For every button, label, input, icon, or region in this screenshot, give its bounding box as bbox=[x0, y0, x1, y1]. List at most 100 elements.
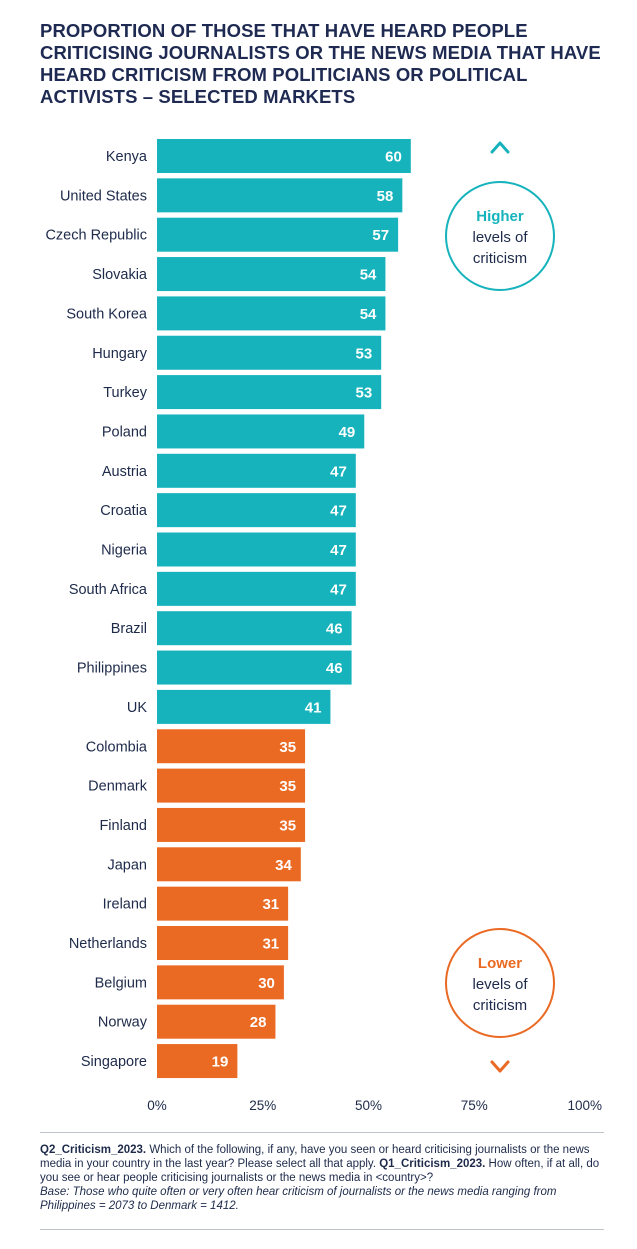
bar bbox=[157, 768, 306, 803]
bar bbox=[157, 886, 289, 921]
bars-group: Kenya 60 United States 58 Czech Republic 57 Sl… bbox=[45, 139, 411, 1079]
bar bbox=[157, 296, 386, 331]
bar-value-label: 35 bbox=[279, 817, 296, 834]
bar-value-label: 46 bbox=[326, 621, 343, 638]
bar-value-label: 54 bbox=[360, 267, 377, 284]
bar-value-label: 34 bbox=[275, 857, 292, 874]
footnote-q2-label: Q2_Criticism_2023. bbox=[40, 1144, 147, 1156]
footnote-base: Base: Those who quite often or very ofte… bbox=[40, 1186, 557, 1212]
bar-category-label: United States bbox=[60, 188, 147, 204]
higher-label: Higher bbox=[476, 208, 524, 225]
criticism-scale-annotation: Higher levels of criticism Lower levels … bbox=[445, 141, 555, 1073]
bar-category-label: Philippines bbox=[77, 661, 147, 677]
bar bbox=[157, 375, 382, 410]
bar-value-label: 35 bbox=[279, 739, 296, 756]
bar-category-label: Norway bbox=[98, 1015, 148, 1031]
bar bbox=[157, 1004, 276, 1039]
bar bbox=[157, 1044, 238, 1079]
bar-category-label: Czech Republic bbox=[45, 228, 147, 244]
x-tick-label: 0% bbox=[147, 1098, 167, 1113]
bar-category-label: Nigeria bbox=[101, 543, 148, 559]
bar bbox=[157, 532, 356, 567]
bar bbox=[157, 689, 331, 724]
bar bbox=[157, 178, 403, 213]
bar-category-label: Kenya bbox=[106, 149, 148, 165]
lower-criticism-label: criticism bbox=[473, 997, 527, 1014]
bar-value-label: 57 bbox=[372, 227, 389, 244]
bar-value-label: 30 bbox=[258, 975, 275, 992]
bar bbox=[157, 650, 352, 685]
bar bbox=[157, 926, 289, 960]
bar bbox=[157, 493, 356, 528]
footnote: Q2_Criticism_2023. Which of the followin… bbox=[40, 1143, 606, 1213]
footnote-divider-bottom bbox=[40, 1229, 604, 1230]
bar bbox=[157, 217, 399, 252]
bar bbox=[157, 611, 352, 646]
bar-category-label: Poland bbox=[102, 424, 147, 440]
x-tick-label: 50% bbox=[355, 1098, 382, 1113]
bar-category-label: Belgium bbox=[95, 975, 147, 991]
bar-category-label: Finland bbox=[99, 818, 147, 834]
arrow-up-icon bbox=[490, 141, 510, 154]
bar-chart: Kenya 60 United States 58 Czech Republic 57 Sl… bbox=[45, 139, 602, 1113]
bar-value-label: 47 bbox=[330, 581, 347, 598]
arrow-down-icon bbox=[490, 1060, 510, 1073]
x-tick-label: 25% bbox=[249, 1098, 276, 1113]
bar-value-label: 47 bbox=[330, 503, 347, 520]
footnote-q1-label: Q1_Criticism_2023. bbox=[379, 1158, 486, 1170]
lower-criticism-badge bbox=[445, 928, 555, 1038]
bar-category-label: Croatia bbox=[100, 503, 148, 519]
bar bbox=[157, 807, 306, 842]
bar-category-label: Slovakia bbox=[92, 267, 148, 283]
bar-category-label: Singapore bbox=[81, 1054, 147, 1070]
bar-category-label: Turkey bbox=[103, 385, 148, 401]
x-axis: 0% 25% 50% 75% 100% bbox=[147, 1098, 602, 1113]
bar-category-label: South Africa bbox=[69, 582, 148, 598]
bar bbox=[157, 257, 386, 292]
bar-category-label: UK bbox=[127, 700, 147, 716]
bar-value-label: 49 bbox=[339, 424, 356, 441]
bar-value-label: 47 bbox=[330, 463, 347, 480]
bar-value-label: 31 bbox=[262, 936, 279, 953]
bar-value-label: 31 bbox=[262, 896, 279, 913]
footnote-q2-text: Which of the following, if any, have you… bbox=[40, 1144, 590, 1170]
bar-value-label: 41 bbox=[305, 699, 322, 716]
bar-value-label: 54 bbox=[360, 306, 377, 323]
bar bbox=[157, 414, 365, 449]
bar-category-label: Hungary bbox=[92, 346, 148, 362]
bar-category-label: Austria bbox=[102, 464, 148, 480]
bar-category-label: Colombia bbox=[86, 739, 148, 755]
higher-criticism-label: criticism bbox=[473, 250, 527, 267]
bar-value-label: 28 bbox=[250, 1014, 267, 1031]
bar-value-label: 58 bbox=[377, 188, 394, 205]
bar-category-label: Denmark bbox=[88, 779, 148, 795]
higher-criticism-badge bbox=[445, 181, 555, 291]
bar-category-label: Brazil bbox=[111, 621, 147, 637]
x-tick-label: 75% bbox=[461, 1098, 488, 1113]
bar bbox=[157, 965, 284, 1000]
bar-value-label: 46 bbox=[326, 660, 343, 677]
bar-category-label: Japan bbox=[107, 857, 147, 873]
lower-label: Lower bbox=[478, 955, 522, 972]
bar bbox=[157, 847, 301, 882]
bar-value-label: 53 bbox=[356, 385, 373, 402]
higher-levels-of-label: levels of bbox=[472, 229, 528, 246]
bar-value-label: 53 bbox=[356, 345, 373, 362]
footnote-divider-top bbox=[40, 1132, 604, 1133]
chart-title: PROPORTION OF THOSE THAT HAVE HEARD PEOP… bbox=[40, 20, 601, 107]
x-tick-label: 100% bbox=[567, 1098, 602, 1113]
bar-value-label: 60 bbox=[385, 149, 402, 166]
bar-value-label: 35 bbox=[279, 778, 296, 795]
bar-value-label: 47 bbox=[330, 542, 347, 559]
bar bbox=[157, 335, 382, 370]
bar-category-label: South Korea bbox=[66, 306, 148, 322]
bar bbox=[157, 139, 411, 173]
bar bbox=[157, 453, 356, 488]
bar-category-label: Netherlands bbox=[69, 936, 147, 952]
lower-levels-of-label: levels of bbox=[472, 976, 528, 993]
bar bbox=[157, 571, 356, 606]
bar-category-label: Ireland bbox=[103, 897, 147, 913]
bar bbox=[157, 729, 306, 764]
footnote-q1-text: How often, if at all, do you see or hear… bbox=[40, 1158, 600, 1184]
bar-value-label: 19 bbox=[212, 1054, 229, 1071]
